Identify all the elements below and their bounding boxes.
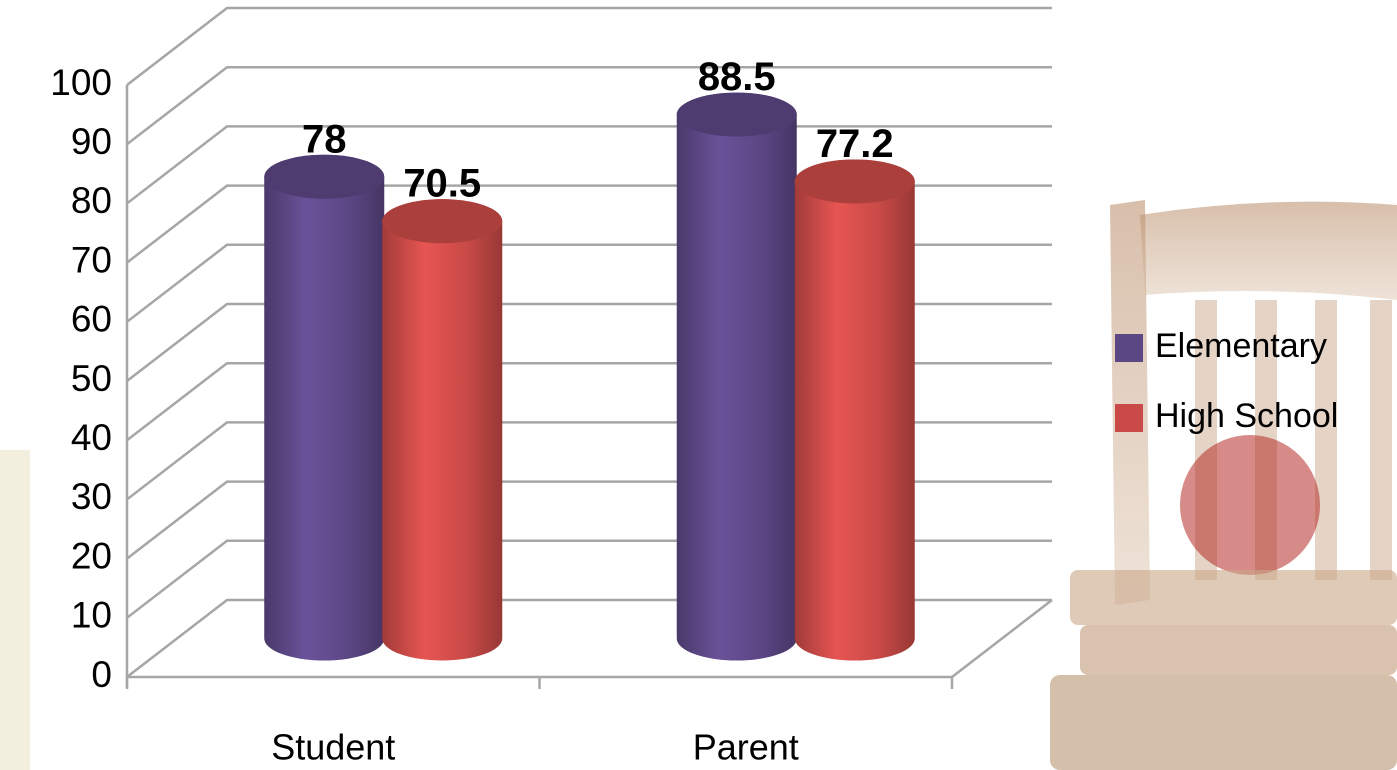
- y-tick-label: 20: [71, 535, 112, 576]
- y-tick-label: 100: [50, 62, 112, 103]
- y-tick-label: 10: [71, 595, 112, 636]
- x-tick-label: Parent: [693, 727, 799, 768]
- grid-line: [126, 65, 1052, 146]
- legend-label: High School: [1155, 397, 1338, 435]
- y-tick-label: 30: [71, 476, 112, 517]
- value-label: 77.2: [816, 122, 894, 166]
- y-tick-label: 90: [71, 121, 112, 162]
- legend-swatch: [1115, 404, 1143, 432]
- y-tick-label: 40: [71, 417, 112, 458]
- bar: [676, 92, 797, 661]
- x-tick-label: Student: [271, 727, 395, 768]
- bar-top: [264, 154, 385, 199]
- value-label: 78: [302, 117, 347, 161]
- bar: [264, 154, 385, 661]
- bar-top: [382, 199, 503, 244]
- bar-top: [676, 92, 797, 137]
- y-tick-label: 60: [71, 299, 112, 340]
- bar-top: [794, 159, 915, 204]
- bar: [794, 159, 915, 661]
- legend-swatch: [1115, 334, 1143, 362]
- bar: [382, 199, 503, 661]
- y-tick-label: 80: [71, 180, 112, 221]
- background-decoration: [0, 200, 1397, 770]
- value-label: 70.5: [403, 162, 481, 206]
- legend-label: Elementary: [1155, 327, 1327, 365]
- grid-line: [126, 6, 1052, 86]
- y-tick-label: 70: [71, 239, 112, 280]
- value-label: 88.5: [698, 55, 776, 99]
- y-tick-label: 0: [91, 654, 112, 695]
- y-tick-label: 50: [71, 358, 112, 399]
